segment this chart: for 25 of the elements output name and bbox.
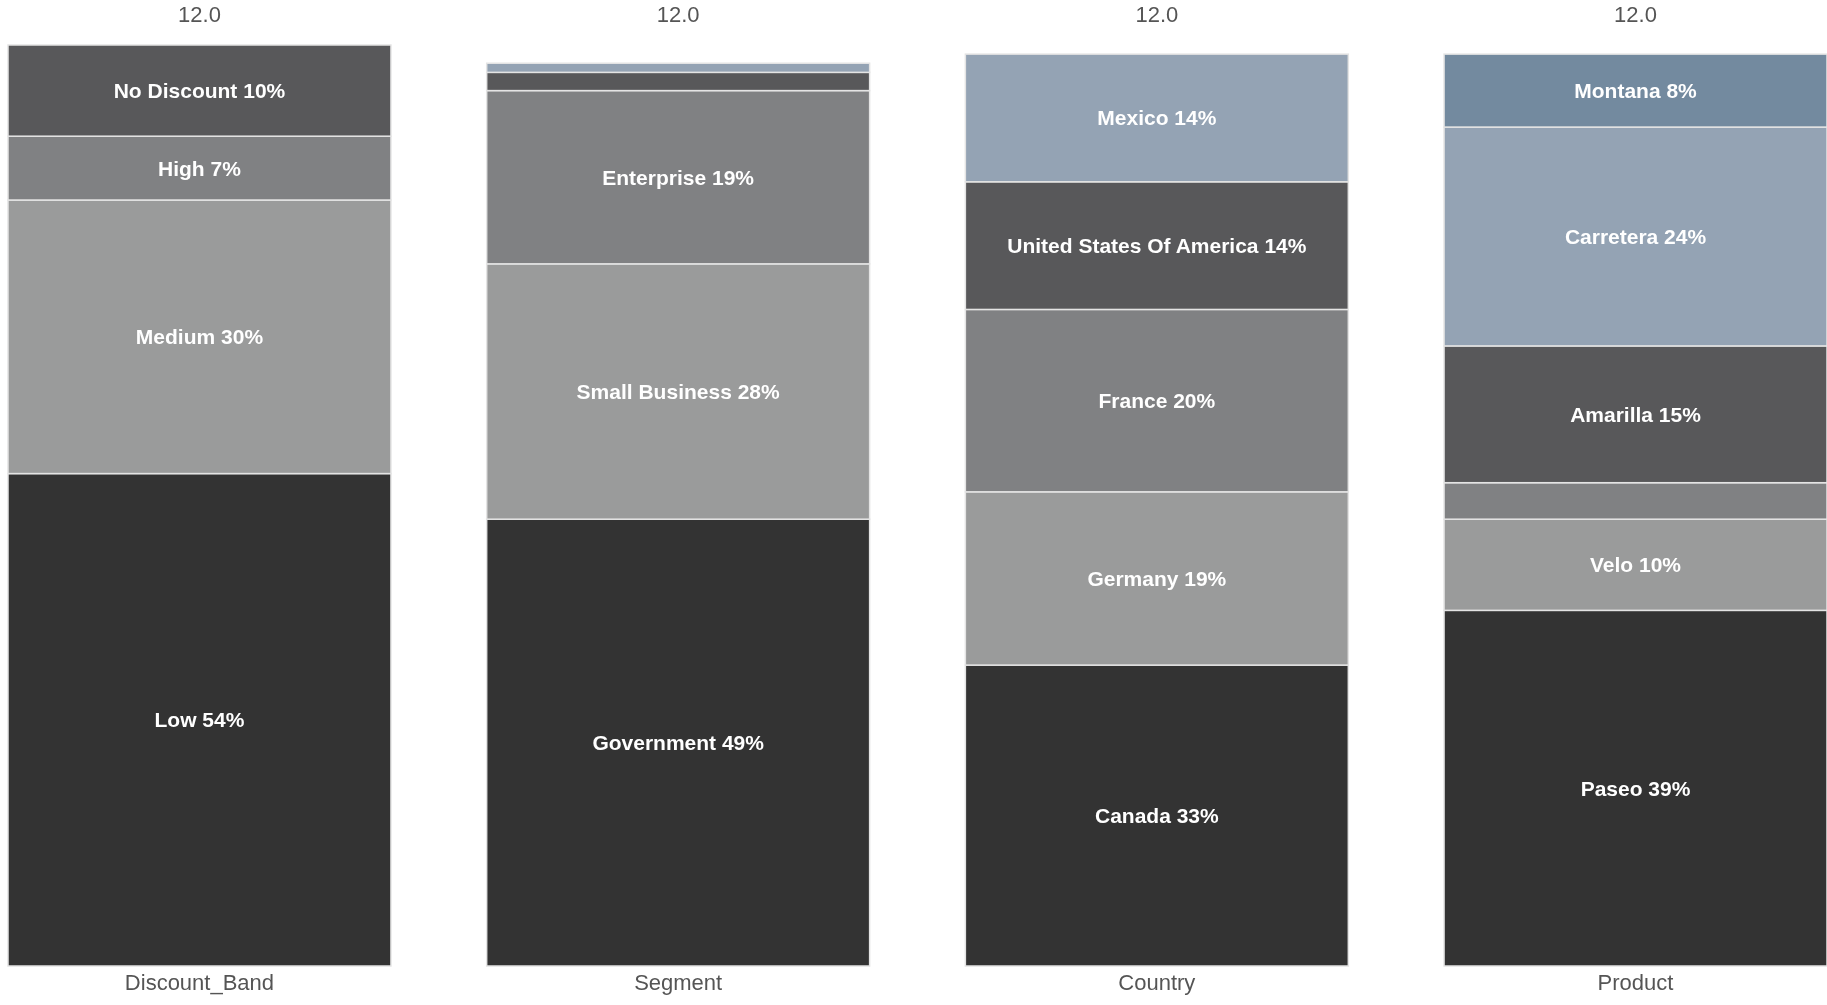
data-label: Velo 10%: [1590, 553, 1682, 577]
text: 12.0: [178, 2, 221, 27]
data-label: Germany 19%: [1087, 566, 1227, 590]
data-label: France 20%: [1098, 389, 1216, 413]
data-label: Paseo 39%: [1580, 776, 1691, 800]
data-label: Enterprise 19%: [602, 165, 755, 189]
data-label: Montana 8%: [1574, 79, 1698, 103]
x-tick-label: Product: [1597, 970, 1674, 995]
text: 12.0: [656, 2, 700, 27]
data-label: Low 54%: [154, 708, 245, 732]
data-label: No Discount 10%: [113, 79, 286, 103]
x-tick-label: Discount_Band: [124, 970, 275, 995]
data-label: Small Business 28%: [576, 380, 781, 404]
data-label: Medium 30%: [135, 325, 264, 349]
x-tick-label: Segment: [634, 970, 723, 995]
text: 12.0: [1135, 2, 1179, 27]
data-label: Government 49%: [592, 731, 765, 755]
data-label: Canada 33%: [1094, 804, 1220, 828]
data-label: Amarilla 15%: [1570, 402, 1702, 426]
data-label: Mexico 14%: [1097, 106, 1217, 130]
text: 12.0: [1614, 2, 1657, 27]
data-label: High 7%: [158, 156, 242, 180]
x-tick-label: Country: [1118, 970, 1196, 995]
data-label: Carretera 24%: [1564, 225, 1707, 248]
data-label: United States Of America 14%: [1007, 234, 1307, 258]
